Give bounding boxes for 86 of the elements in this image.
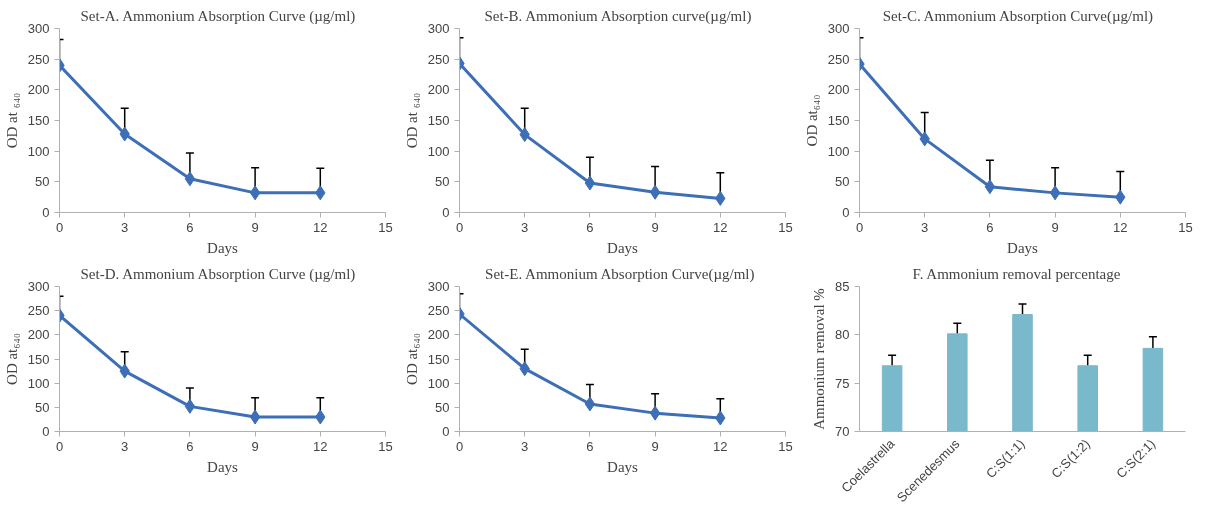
y-tick-label: 100 [27,143,50,159]
y-tick-label: 250 [27,303,50,319]
y-tick-label: 0 [842,205,850,220]
x-tick-label: 3 [121,438,129,454]
y-tick-label: 50 [435,174,450,190]
x-axis-title: Days [607,239,639,256]
x-tick-label: 12 [713,219,728,235]
y-tick-label: 100 [427,375,450,391]
y-tick-label: 250 [427,51,450,67]
x-tick-label: 12 [313,438,328,454]
y-tick-label: 150 [827,113,850,128]
y-tick-label: 50 [35,174,50,190]
y-tick-label: 100 [27,375,50,391]
y-tick-label: 85 [835,279,850,294]
y-tick-label: 300 [27,279,50,294]
x-axis-title: Days [607,458,639,475]
y-axis-title: OD at₆₄₀ [803,94,820,147]
x-tick-label: 15 [778,219,793,235]
y-tick-label: 300 [827,21,850,36]
x-tick-label: 12 [1113,219,1128,235]
chart-title: Set-C. Ammonium Absorption Curve(µg/ml) [882,7,1154,25]
x-tick-label: 9 [651,219,659,235]
chart-title: Set-A. Ammonium Absorption Curve (µg/ml) [80,7,356,25]
x-tick-label: 6 [186,219,194,235]
x-tick-label: 12 [313,219,328,235]
x-tick-label: 9 [651,438,659,454]
y-tick-label: 250 [27,51,50,67]
x-tick-label: 9 [1051,219,1059,235]
x-tick-label: 6 [586,219,594,235]
y-tick-label: 250 [427,303,450,319]
y-tick-label: 200 [827,82,850,98]
y-tick-label: 0 [442,424,450,439]
x-tick-label: 15 [378,219,393,235]
x-tick-label: 15 [378,438,393,454]
y-tick-label: 150 [27,351,50,367]
y-tick-label: 250 [827,51,850,67]
y-axis-title: Ammonium removal % [811,288,828,430]
y-axis-title: OD at₆₄₀ [3,333,20,385]
x-tick-label: 0 [455,219,464,235]
y-tick-label: 150 [427,113,450,128]
y-tick-label: 70 [835,424,850,439]
x-tick-label: 3 [121,219,129,235]
y-tick-label: 200 [427,327,450,343]
y-axis-title: OD at₆₄₀ [403,333,420,385]
y-tick-label: 0 [42,424,50,439]
x-tick-label: 3 [921,219,929,235]
y-tick-label: 100 [427,143,450,159]
chart-title: Set-B. Ammonium Absorption curve(µg/ml) [484,7,752,25]
y-axis-title: OD at ₆₄₀ [3,92,20,149]
y-tick-label: 200 [427,82,450,98]
x-tick-label: 0 [455,438,464,454]
y-axis-title: OD at ₆₄₀ [403,92,420,149]
chart-title: Set-E. Ammonium Absorption Curve(µg/ml) [485,265,755,283]
y-tick-label: 150 [27,113,50,128]
x-axis-title: Days [207,458,239,475]
x-tick-label: 0 [55,438,64,454]
x-tick-label: 6 [586,438,594,454]
x-tick-label: 0 [855,219,864,235]
y-tick-label: 300 [427,279,450,294]
y-tick-label: 300 [27,21,50,36]
x-axis-title: Days [1007,239,1039,256]
y-tick-label: 0 [442,205,450,220]
y-tick-label: 0 [42,205,50,220]
x-tick-label: 3 [521,438,529,454]
x-tick-label: 15 [1178,219,1193,235]
x-tick-label: 9 [251,219,259,235]
x-tick-label: 6 [986,219,994,235]
x-axis-title: Days [207,239,239,256]
y-tick-label: 50 [835,174,850,190]
x-tick-label: 6 [186,438,194,454]
x-tick-label: 3 [521,219,529,235]
y-tick-label: 50 [35,399,50,415]
y-tick-label: 50 [435,399,450,415]
chart-title: F. Ammonium removal percentage [912,265,1121,282]
y-tick-label: 300 [427,21,450,36]
chart-title: Set-D. Ammonium Absorption Curve (µg/ml) [80,265,356,283]
x-tick-label: 15 [778,438,793,454]
y-tick-label: 200 [27,82,50,98]
y-tick-label: 200 [27,327,50,343]
y-tick-label: 75 [835,375,850,391]
x-tick-label: 0 [55,219,64,235]
x-tick-label: 12 [713,438,728,454]
y-tick-label: 100 [827,143,850,159]
x-tick-label: 9 [251,438,259,454]
y-tick-label: 150 [427,351,450,367]
y-tick-label: 80 [835,327,850,343]
